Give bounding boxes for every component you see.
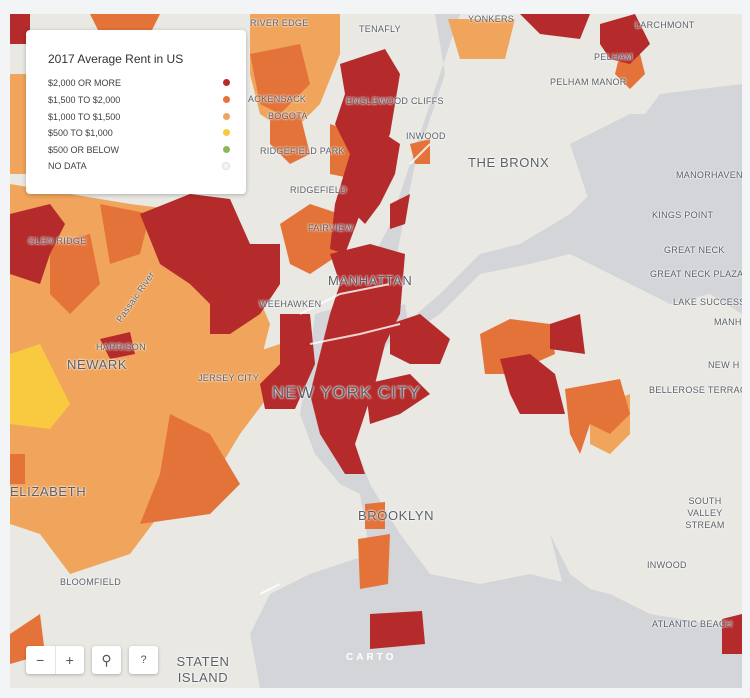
place-label: INWOOD <box>406 131 446 141</box>
legend-item: $2,000 OR MORE <box>48 78 230 90</box>
legend-swatch <box>223 113 230 120</box>
legend-item: $1,000 TO $1,500 <box>48 112 230 124</box>
place-label: NEWARK <box>67 357 128 372</box>
legend-item: NO DATA <box>48 161 230 173</box>
place-label: MANORHAVEN <box>676 170 742 180</box>
place-label: PELHAM MANOR <box>550 77 627 87</box>
legend-swatch <box>223 79 230 86</box>
place-label: GREAT NECK <box>664 245 725 255</box>
help-button[interactable]: ? <box>129 646 158 674</box>
place-label: RIDGEFIELD PARK <box>260 146 345 156</box>
legend-label: $1,000 TO $1,500 <box>48 112 121 122</box>
carto-attribution-logo[interactable]: CARTO <box>346 652 397 663</box>
legend-swatch <box>223 129 230 136</box>
place-label: NEW H <box>708 360 740 370</box>
legend-label: $500 TO $1,000 <box>48 128 113 138</box>
roads <box>259 143 431 595</box>
legend-item: $500 TO $1,000 <box>48 128 230 140</box>
place-label: JERSEY CITY <box>198 373 260 383</box>
place-label: LARCHMONT <box>635 20 695 30</box>
legend-title: 2017 Average Rent in US <box>48 52 184 66</box>
legend-swatch <box>222 162 230 170</box>
place-label: WEEHAWKEN <box>259 299 322 309</box>
place-label: STATEN ISLAND <box>176 654 230 685</box>
place-label: ATLANTIC BEACH <box>652 619 733 629</box>
place-label: BLOOMFIELD <box>60 577 122 587</box>
place-label: PELHAM <box>594 52 633 62</box>
zoom-controls: − + <box>26 646 84 674</box>
legend-item: $500 OR BELOW <box>48 145 230 157</box>
help-icon: ? <box>140 654 147 666</box>
legend-item: $1,500 TO $2,000 <box>48 95 230 107</box>
legend: 2017 Average Rent in US $2,000 OR MORE $… <box>26 30 246 194</box>
legend-label: $2,000 OR MORE <box>48 78 122 88</box>
legend-swatch <box>223 96 230 103</box>
place-label: KINGS POINT <box>652 210 714 220</box>
rent-500-1000-areas <box>10 344 70 429</box>
place-label: ACKENSACK <box>248 94 307 104</box>
search-button[interactable]: ⚲ <box>92 646 121 674</box>
rent-2000-plus-areas <box>10 14 742 654</box>
place-label: BELLEROSE TERRACE <box>649 385 742 395</box>
place-label: ENGLEWOOD CLIFFS <box>346 96 444 106</box>
zoom-in-button[interactable]: + <box>65 652 74 668</box>
legend-label: NO DATA <box>48 161 87 171</box>
place-label: HARRISON <box>96 342 146 352</box>
place-label: LAKE SUCCESS <box>673 297 742 307</box>
place-label: ELIZABETH <box>10 484 87 499</box>
rent-1500-2000-areas <box>10 14 645 664</box>
map-canvas[interactable]: RIVER EDGE TENAFLY YONKERS LARCHMONT PEL… <box>10 14 742 688</box>
map-layers <box>10 14 742 688</box>
place-label: BOGOTA <box>268 111 308 121</box>
place-label: GREAT NECK PLAZA <box>650 269 742 279</box>
place-label: NEW YORK CITY <box>272 383 421 402</box>
place-label: INWOOD <box>647 560 687 570</box>
search-icon: ⚲ <box>101 651 112 668</box>
legend-label: $1,500 TO $2,000 <box>48 95 121 105</box>
place-label: MANHATTAN <box>328 273 413 288</box>
place-label: YONKERS <box>468 14 515 24</box>
legend-swatch <box>223 146 230 153</box>
place-label: BROOKLYN <box>358 508 435 523</box>
place-label: TENAFLY <box>359 24 401 34</box>
place-label: GLEN RIDGE <box>28 236 87 246</box>
place-label: FAIRVIEW <box>308 223 354 233</box>
zoom-out-button[interactable]: − <box>26 646 56 674</box>
place-label: RIDGEFIELD <box>290 185 348 195</box>
place-label: SOUTH VALLEY STREAM <box>685 496 725 530</box>
place-label: MANH <box>714 317 742 327</box>
place-label: RIVER EDGE <box>250 18 309 28</box>
legend-label: $500 OR BELOW <box>48 145 120 155</box>
place-label: THE BRONX <box>468 155 550 170</box>
